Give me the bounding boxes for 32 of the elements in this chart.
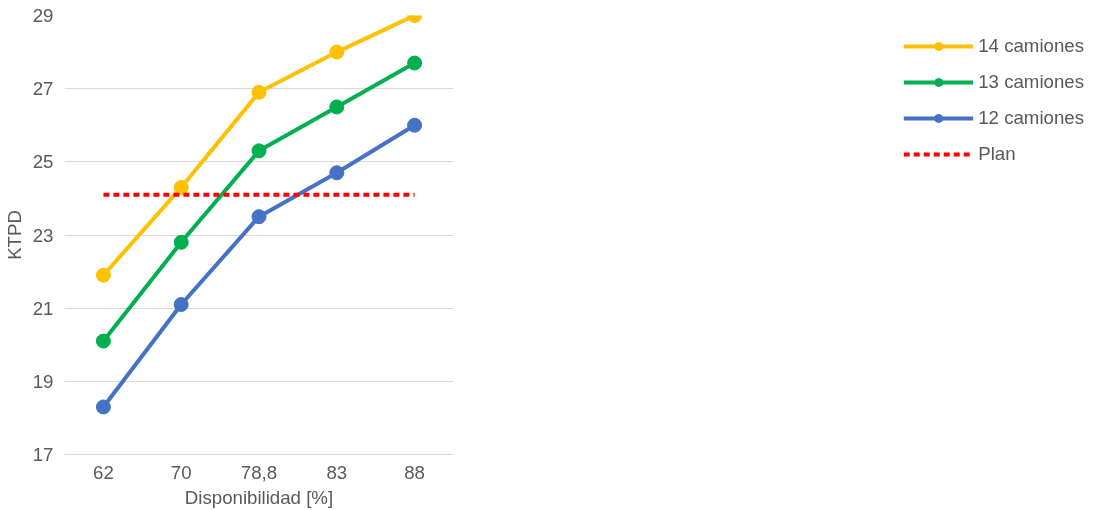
point: [173, 179, 189, 195]
y-tick-label: 17: [32, 444, 54, 465]
point: [173, 234, 189, 250]
x-axis-title: Disponibilidad [%]: [184, 486, 334, 508]
point: [329, 99, 345, 115]
y-tick-label: 19: [32, 370, 54, 392]
point: [329, 165, 345, 181]
x-tick-label: 78,8: [240, 461, 278, 483]
y-tick-label: 29: [32, 5, 54, 26]
x-tick-label: 62: [93, 461, 114, 483]
point: [173, 297, 189, 312]
x-tick-label: 70: [170, 461, 192, 483]
point: [251, 84, 267, 100]
y-axis-title: KTPD: [3, 210, 25, 260]
y-tick-label: 25: [32, 151, 54, 173]
point: [329, 44, 345, 60]
point: [251, 143, 267, 159]
legend-label: Plan: [978, 143, 1016, 165]
point: [95, 333, 111, 349]
point: [251, 209, 267, 225]
point: [407, 117, 423, 133]
point: [407, 55, 423, 71]
legend-label: 13 camiones: [978, 71, 1084, 93]
legend-label: 12 camiones: [978, 107, 1084, 129]
y-tick-label: 27: [32, 78, 54, 100]
point: [95, 267, 111, 283]
point: [95, 399, 111, 415]
legend-label: 14 camiones: [978, 35, 1084, 57]
x-tick-label: 88: [404, 461, 425, 483]
y-tick-label: 23: [32, 224, 54, 246]
y-tick-label: 21: [32, 297, 54, 319]
x-tick-label: 83: [326, 461, 348, 483]
